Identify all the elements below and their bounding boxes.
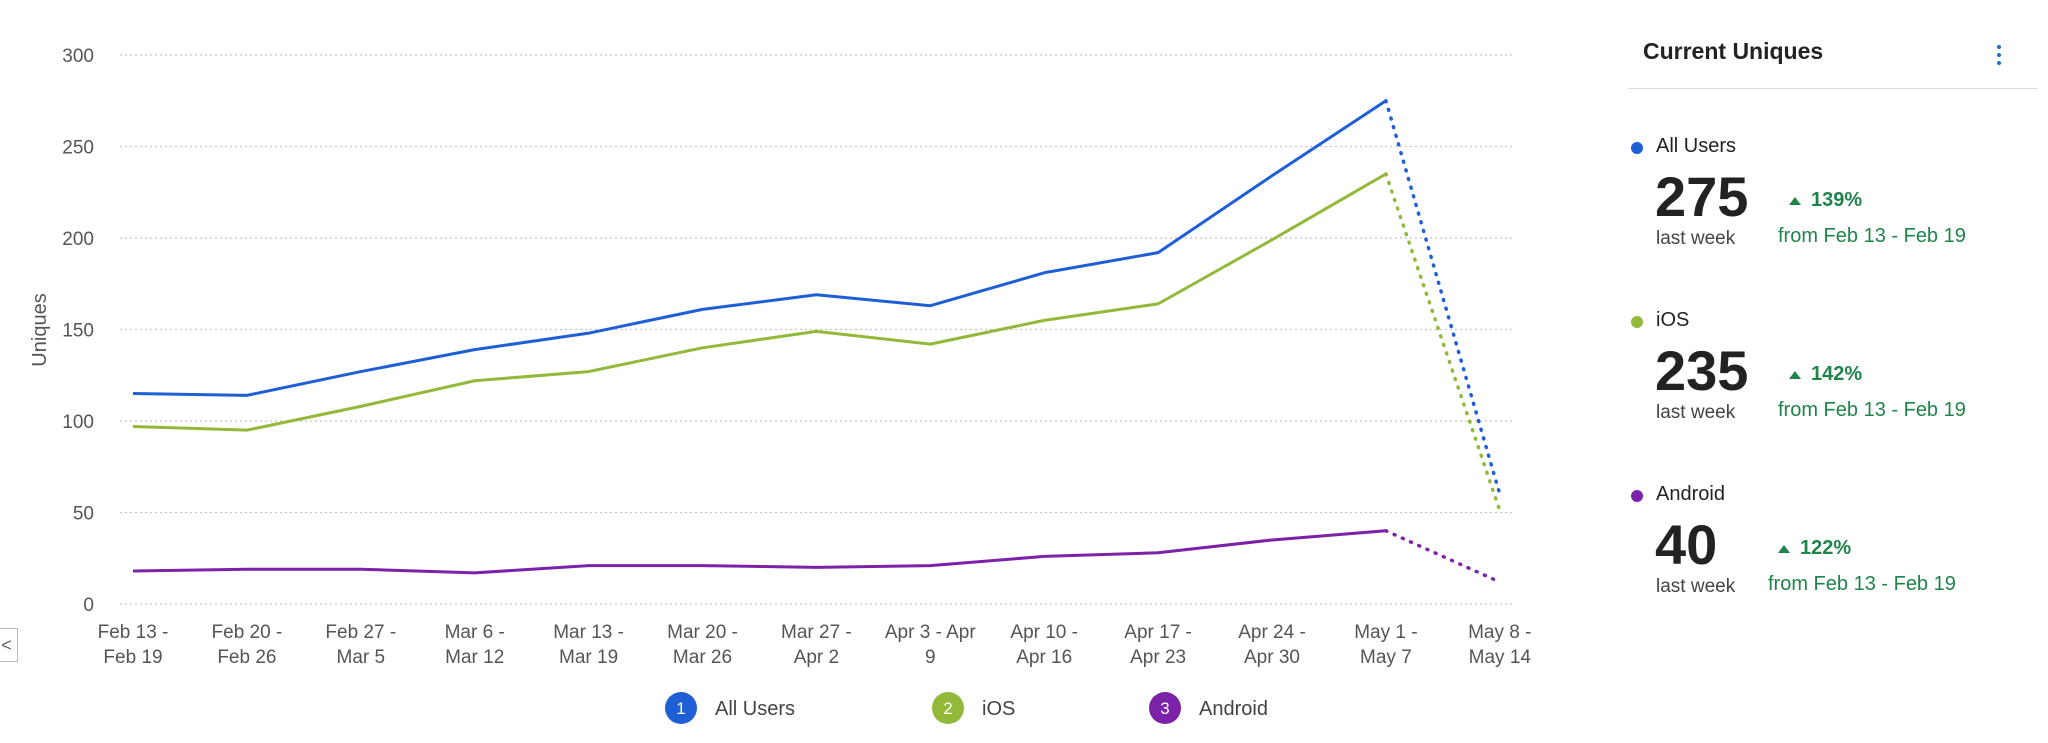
x-tick-label: Apr 17 - bbox=[1124, 622, 1192, 643]
legend-number: 2 bbox=[943, 699, 952, 718]
series-partial-segment bbox=[1384, 99, 1502, 496]
metric-change: 122% bbox=[1778, 537, 1851, 560]
x-tick-label: May 14 bbox=[1469, 647, 1532, 668]
collapse-panel-button[interactable]: < bbox=[0, 628, 18, 662]
metric-name: Android bbox=[1656, 483, 1725, 505]
x-tick-label: Mar 13 - bbox=[553, 622, 624, 643]
x-tick-label: Mar 27 - bbox=[781, 622, 852, 643]
y-tick-label: 200 bbox=[62, 229, 94, 250]
grid-lines bbox=[120, 54, 1515, 605]
up-arrow-icon bbox=[1789, 370, 1801, 379]
metric-change-value: 139% bbox=[1811, 189, 1863, 211]
legend-number: 3 bbox=[1160, 699, 1169, 718]
x-tick-label: Feb 26 bbox=[217, 647, 276, 668]
x-tick-label: May 8 - bbox=[1468, 622, 1531, 643]
x-tick-label: Apr 2 bbox=[794, 647, 839, 668]
x-tick-label: Apr 23 bbox=[1130, 647, 1186, 668]
legend-number: 1 bbox=[676, 699, 685, 718]
x-tick-label: Apr 3 - Apr bbox=[885, 622, 976, 643]
metric-change: 142% bbox=[1789, 363, 1862, 386]
x-tick-label: May 7 bbox=[1360, 647, 1412, 668]
x-tick-label: Apr 10 - bbox=[1010, 622, 1078, 643]
x-axis-ticks: Feb 13 - Feb 19 Feb 20 - Feb 26 Feb 27 - Mar … bbox=[98, 622, 1532, 668]
metric-value: 275 bbox=[1655, 165, 1749, 228]
y-tick-label: 100 bbox=[62, 412, 94, 433]
metric-comparison-range: from Feb 13 - Feb 19 bbox=[1778, 225, 1966, 247]
metric-change-value: 122% bbox=[1800, 537, 1852, 559]
y-axis-label: Uniques bbox=[29, 293, 51, 366]
x-tick-label: Feb 13 - bbox=[98, 622, 169, 643]
y-tick-label: 250 bbox=[62, 138, 94, 159]
panel-title: Current Uniques bbox=[1643, 38, 1824, 64]
metric-comparison-range: from Feb 13 - Feb 19 bbox=[1778, 399, 1966, 421]
legend: 1 All Users 2 iOS 3 Android bbox=[665, 692, 1268, 724]
metric-period: last week bbox=[1656, 402, 1736, 423]
x-tick-label: Mar 12 bbox=[445, 647, 504, 668]
y-tick-label: 0 bbox=[83, 595, 94, 616]
x-tick-label: May 1 - bbox=[1354, 622, 1417, 643]
up-arrow-icon bbox=[1778, 544, 1790, 553]
current-uniques-panel: Current Uniques All Users 275 last week … bbox=[1628, 0, 2048, 743]
metric-change-value: 142% bbox=[1811, 363, 1863, 385]
x-tick-label: Mar 5 bbox=[337, 647, 386, 668]
y-tick-label: 300 bbox=[62, 46, 94, 67]
y-tick-label: 50 bbox=[73, 504, 94, 525]
y-tick-label: 150 bbox=[62, 321, 94, 342]
up-arrow-icon bbox=[1789, 196, 1801, 205]
series-color-dot-icon bbox=[1631, 142, 1643, 154]
series-partial-segment bbox=[1384, 172, 1502, 513]
metric-name: All Users bbox=[1656, 135, 1737, 157]
x-tick-label: Apr 24 - bbox=[1238, 622, 1306, 643]
series-lines bbox=[132, 99, 1502, 584]
metric-value: 235 bbox=[1655, 339, 1749, 402]
series-partial-segment bbox=[1384, 529, 1502, 584]
legend-marker bbox=[665, 692, 697, 724]
legend-label: Android bbox=[1199, 698, 1268, 720]
metric-period: last week bbox=[1656, 228, 1736, 249]
metric-android: Android 40 last week 122% from Feb 13 - … bbox=[1628, 480, 2038, 620]
x-tick-label: Feb 20 - bbox=[212, 622, 283, 643]
x-tick-label: Mar 26 bbox=[673, 647, 732, 668]
x-tick-label: Apr 30 bbox=[1244, 647, 1300, 668]
x-tick-label: Apr 16 bbox=[1016, 647, 1072, 668]
panel-divider bbox=[1628, 88, 2038, 89]
legend-label: iOS bbox=[982, 698, 1015, 720]
series-color-dot-icon bbox=[1631, 490, 1643, 502]
metric-name: iOS bbox=[1656, 309, 1690, 331]
metric-value: 40 bbox=[1655, 513, 1718, 576]
series-line-ios bbox=[132, 172, 1387, 432]
metric-period: last week bbox=[1656, 576, 1736, 597]
metric-all-users: All Users 275 last week 139% from Feb 13… bbox=[1628, 132, 2038, 272]
chevron-left-icon: < bbox=[1, 634, 12, 655]
legend-marker bbox=[1149, 692, 1181, 724]
x-tick-label: Mar 20 - bbox=[667, 622, 738, 643]
series-color-dot-icon bbox=[1631, 316, 1643, 328]
legend-label: All Users bbox=[715, 698, 795, 720]
metric-comparison-range: from Feb 13 - Feb 19 bbox=[1768, 573, 1956, 595]
metric-change: 139% bbox=[1789, 189, 1862, 212]
x-tick-label: Mar 6 - bbox=[445, 622, 505, 643]
x-tick-label: 9 bbox=[925, 647, 936, 668]
x-tick-label: Mar 19 bbox=[559, 647, 618, 668]
series-line-android bbox=[132, 529, 1387, 575]
x-tick-label: Feb 19 bbox=[103, 647, 162, 668]
kebab-menu-icon[interactable] bbox=[1990, 40, 2008, 70]
x-tick-label: Feb 27 - bbox=[325, 622, 396, 643]
y-axis-ticks: 0 50 100 150 200 250 300 bbox=[62, 46, 94, 616]
series-line-all-users bbox=[132, 99, 1387, 397]
metric-ios: iOS 235 last week 142% from Feb 13 - Feb… bbox=[1628, 306, 2038, 446]
legend-marker bbox=[932, 692, 964, 724]
